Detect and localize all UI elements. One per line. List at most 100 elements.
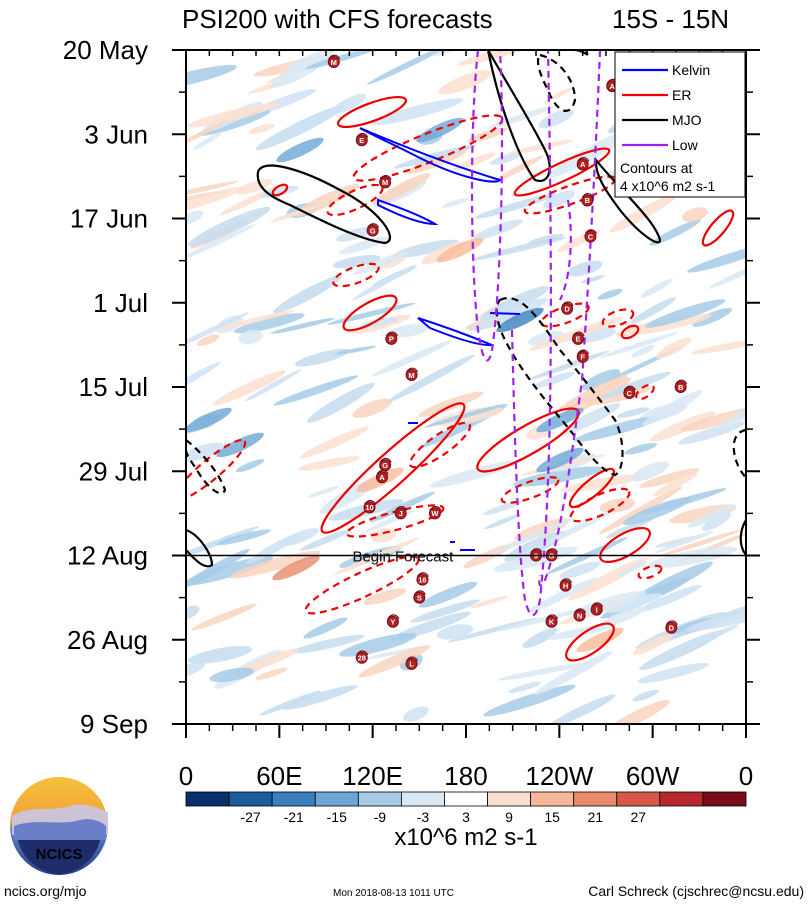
anomaly-blob [580,275,605,284]
anomaly-blob [332,254,381,269]
anomaly-blob [687,242,746,273]
storm-marker: W [428,506,442,520]
anomaly-blob [617,561,648,576]
legend-note-line1: Contours at [620,160,692,176]
storm-label: M [408,371,414,380]
anomaly-blob [605,516,656,539]
axes: 0 60E 120E 180 120W 60W 0 20 May 3 Jun 17 Jun 1 Ju… [63,35,760,791]
low-contour [559,199,572,301]
er-contour [540,302,590,328]
anomaly-blob [186,64,237,92]
anomaly-blob [244,369,301,402]
anomaly-blob [457,50,548,66]
anomaly-blob [331,93,367,114]
anomaly-blob [540,509,616,547]
anomaly-blob [442,198,469,208]
anomaly-blob [276,137,324,163]
colorbar-units: x10^6 m2 s-1 [394,824,537,851]
anomaly-blob [299,426,369,459]
storm-label: I [596,605,598,614]
storm-marker: D [665,620,678,634]
low-contour [538,50,602,587]
storm-marker: I [590,602,604,616]
anomaly-blob [558,375,628,412]
anomaly-blob [534,650,613,695]
anomaly-blob [235,179,273,195]
x-tick-label: 60E [256,761,302,791]
anomaly-blob [506,139,574,155]
storm-label: W [431,509,439,518]
anomaly-blob [410,599,480,623]
anomaly-blob [536,407,584,433]
anomaly-blob [393,239,459,258]
storm-markers: MAEMABGCDPEFMCBGA10JW9G16HSYKNID28L [327,54,688,670]
anomaly-blob [528,350,610,381]
contours [186,50,746,662]
storm-marker: E [572,331,585,345]
storm-label: H [563,581,568,590]
mjo-contour [486,50,551,183]
anomaly-blob [186,102,280,128]
chart-region: 15S - 15N [612,4,729,34]
low-contour [510,50,552,617]
anomaly-blob [186,407,232,433]
logo-text: NCICS [36,846,83,863]
y-tick-label: 17 Jun [70,204,148,234]
colorbar-label: -15 [327,809,347,825]
mjo-contour [536,53,577,112]
er-contour [701,209,735,247]
anomaly-blob [436,624,474,640]
storm-marker: 16 [416,572,429,586]
er-contour [320,402,466,534]
anomaly-blob [637,662,709,684]
anomaly-blob [490,518,575,555]
storm-marker: K [545,614,559,628]
anomaly-blob [690,339,746,355]
storm-label: D [564,305,570,314]
anomaly-blob [598,486,683,535]
anomaly-blob [708,262,746,289]
colorbar-swatch [357,791,402,807]
y-tick-label: 9 Sep [80,709,148,739]
storm-marker: G [366,223,380,237]
anomaly-blob [467,127,508,143]
anomaly-blob [655,337,692,359]
colorbar-label: -27 [240,809,260,825]
anomaly-blob [513,466,604,487]
chart-title: PSI200 with CFS forecasts [182,4,493,34]
storm-label: A [379,473,385,482]
anomaly-blob [642,390,703,426]
er-contour [500,476,560,504]
kelvin-contour [489,312,521,315]
anomaly-blob [631,461,670,482]
anomaly-blob [438,69,493,95]
anomaly-blob [493,155,544,183]
anomaly-blob [638,468,700,488]
anomaly-blob [536,447,584,473]
anomaly-blob [600,371,671,399]
anomaly-blob [687,504,736,528]
colorbar-label: 27 [631,809,647,825]
colorbar-swatch [444,791,488,807]
storm-label: B [678,383,684,392]
legend-label: ER [672,87,691,103]
colorbar-swatch [530,791,575,807]
mjo-contour [186,439,227,495]
storm-marker: G [379,457,392,472]
anomaly-blob [196,334,220,346]
colorbar-label: 21 [587,809,603,825]
colorbar-label: -3 [417,809,430,825]
x-tick-label: 0 [739,761,753,791]
anomaly-blob [270,317,335,334]
storm-marker: M [405,367,419,381]
anomaly-blob [504,531,567,562]
anomaly-blob [228,550,320,579]
storm-marker: H [559,578,573,592]
anomaly-blob [352,250,410,276]
anomaly-blob [255,667,288,680]
storm-label: B [585,196,591,205]
storm-marker: C [584,229,597,243]
anomaly-blob [418,391,484,417]
storm-marker: L [405,656,419,670]
